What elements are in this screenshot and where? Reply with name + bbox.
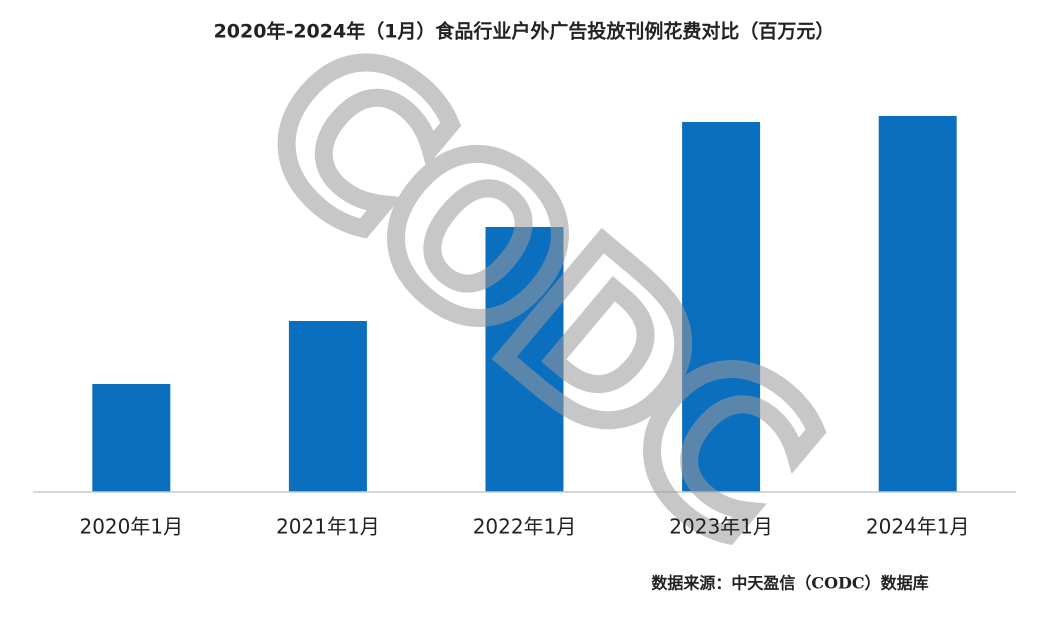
x-tick-label: 2023年1月 [669,515,773,539]
bar [485,227,564,492]
bar [682,122,761,492]
x-tick-label: 2024年1月 [866,515,970,539]
bar [92,384,171,492]
source-note: 数据来源：中天盈信（CODC）数据库 [651,574,928,593]
chart-title: 2020年-2024年（1月）食品行业户外广告投放刊例花费对比（百万元） [214,20,835,43]
plot-area [92,116,957,492]
bar [878,116,957,492]
x-tick-label: 2022年1月 [473,515,577,539]
bar [288,321,367,492]
x-tick-label: 2021年1月 [276,515,380,539]
x-tick-label: 2020年1月 [79,515,183,539]
